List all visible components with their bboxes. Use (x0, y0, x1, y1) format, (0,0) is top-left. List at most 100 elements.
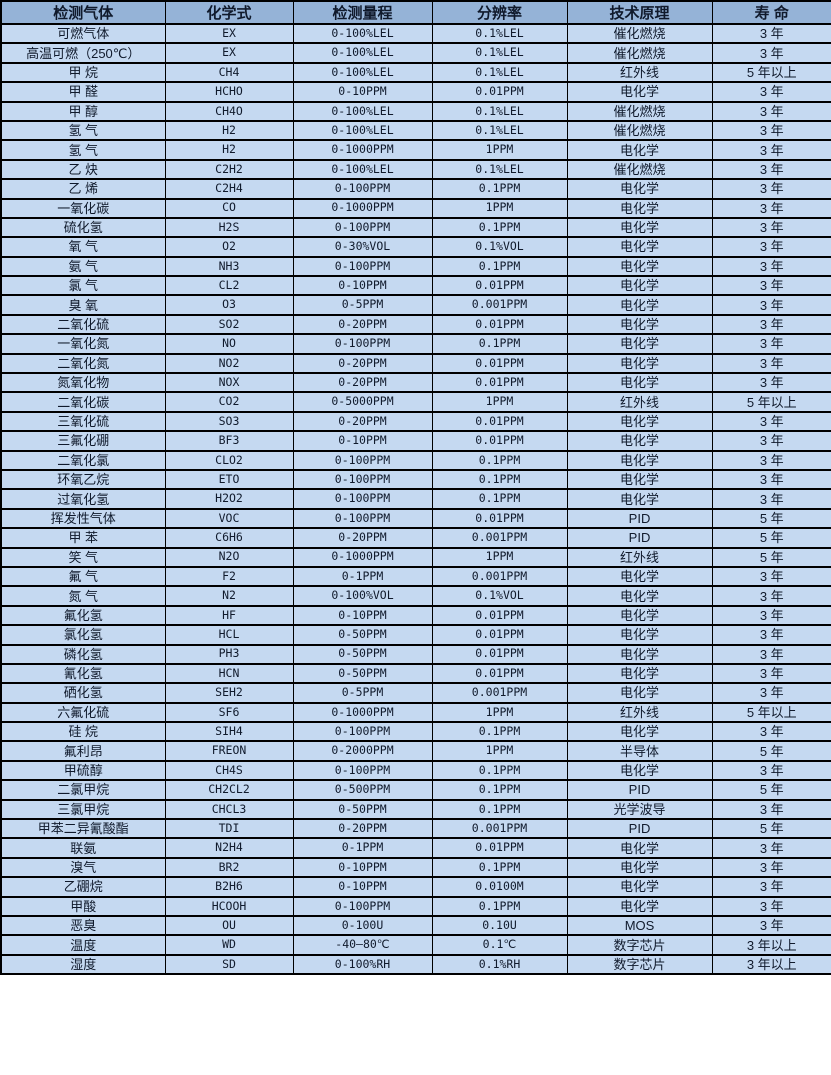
cell-resolution: 0.10U (431, 914, 568, 937)
cell-detected-gas: 氢 气 (0, 139, 166, 161)
cell-detected-gas: 可燃气体 (0, 22, 166, 45)
cell-technology-principle: 电化学 (566, 585, 713, 607)
cell-detection-range: 0-100U (292, 914, 433, 937)
cell-technology-principle: 催化燃烧 (566, 119, 713, 142)
cell-lifespan: 3 年 (711, 798, 831, 821)
cell-technology-principle: 电化学 (566, 643, 713, 665)
cell-lifespan: 3 年 (711, 837, 831, 859)
cell-chemical-formula: NO (164, 333, 294, 355)
cell-detected-gas: 乙 烯 (0, 178, 166, 200)
cell-lifespan: 3 年 (711, 352, 831, 375)
cell-technology-principle: 电化学 (566, 216, 713, 239)
cell-lifespan: 3 年 (711, 643, 831, 665)
cell-detection-range: 0-100%LEL (292, 119, 433, 142)
cell-lifespan: 5 年以上 (711, 701, 831, 724)
cell-resolution: 0.01PPM (431, 837, 568, 859)
cell-chemical-formula: C2H2 (164, 158, 294, 181)
cell-detected-gas: 环氧乙烷 (0, 468, 166, 491)
cell-detection-range: 0-100PPM (292, 333, 433, 355)
table-row: 甲苯二异氰酸酯 TDI 0-20PPM 0.001PPM PID 5 年 (0, 817, 831, 840)
cell-lifespan: 3 年 (711, 468, 831, 491)
cell-detection-range: 0-30%VOL (292, 236, 433, 258)
cell-resolution: 0.01PPM (431, 81, 568, 103)
table-row: 氨 气 NH3 0-100PPM 0.1PPM 电化学 3 年 (0, 255, 831, 278)
cell-lifespan: 5 年 (711, 740, 831, 762)
cell-technology-principle: 电化学 (566, 352, 713, 375)
cell-chemical-formula: FREON (164, 740, 294, 762)
cell-chemical-formula: PH3 (164, 643, 294, 665)
cell-lifespan: 3 年 (711, 178, 831, 200)
cell-chemical-formula: C2H4 (164, 178, 294, 200)
cell-technology-principle: 电化学 (566, 721, 713, 743)
cell-resolution: 1PPM (431, 391, 568, 413)
cell-chemical-formula: N2O (164, 546, 294, 568)
cell-resolution: 0.1PPM (431, 333, 568, 355)
cell-detection-range: 0-1000PPM (292, 197, 433, 219)
cell-lifespan: 5 年 (711, 546, 831, 568)
table-row: 氢 气 H2 0-1000PPM 1PPM 电化学 3 年 (0, 139, 831, 161)
cell-lifespan: 3 年 (711, 565, 831, 588)
cell-detection-range: 0-100PPM (292, 488, 433, 510)
cell-chemical-formula: NOX (164, 372, 294, 394)
cell-resolution: 0.01PPM (431, 372, 568, 394)
cell-technology-principle: 电化学 (566, 876, 713, 898)
table-row: 溴气 BR2 0-10PPM 0.1PPM 电化学 3 年 (0, 856, 831, 879)
cell-detected-gas: 氨 气 (0, 255, 166, 278)
cell-technology-principle: 电化学 (566, 372, 713, 394)
cell-lifespan: 3 年 (711, 895, 831, 917)
table-row: 硒化氢 SEH2 0-5PPM 0.001PPM 电化学 3 年 (0, 682, 831, 704)
cell-detected-gas: 六氟化硫 (0, 701, 166, 724)
cell-lifespan: 3 年以上 (711, 953, 831, 976)
cell-detection-range: 0-100PPM (292, 216, 433, 239)
table-row: 环氧乙烷 ETO 0-100PPM 0.1PPM 电化学 3 年 (0, 468, 831, 491)
cell-detection-range: 0-5PPM (292, 682, 433, 704)
cell-technology-principle: 电化学 (566, 410, 713, 433)
cell-technology-principle: 电化学 (566, 81, 713, 103)
cell-detection-range: 0-100PPM (292, 178, 433, 200)
cell-chemical-formula: SO3 (164, 410, 294, 433)
cell-chemical-formula: CO (164, 197, 294, 219)
cell-lifespan: 3 年 (711, 585, 831, 607)
cell-detection-range: 0-100PPM (292, 507, 433, 530)
cell-chemical-formula: SO2 (164, 313, 294, 336)
cell-detected-gas: 二氧化碳 (0, 391, 166, 413)
cell-technology-principle: 电化学 (566, 313, 713, 336)
cell-chemical-formula: EX (164, 22, 294, 45)
cell-technology-principle: 催化燃烧 (566, 158, 713, 181)
cell-detected-gas: 恶臭 (0, 914, 166, 937)
cell-chemical-formula: CH2CL2 (164, 779, 294, 801)
cell-detected-gas: 氰化氢 (0, 662, 166, 685)
cell-resolution: 0.1PPM (431, 759, 568, 782)
cell-technology-principle: 电化学 (566, 255, 713, 278)
cell-chemical-formula: BR2 (164, 856, 294, 879)
cell-lifespan: 3 年 (711, 275, 831, 297)
cell-chemical-formula: NO2 (164, 352, 294, 375)
cell-resolution: 0.0100M (431, 876, 568, 898)
cell-detection-range: 0-10PPM (292, 876, 433, 898)
table-row: 二氧化氯 CLO2 0-100PPM 0.1PPM 电化学 3 年 (0, 449, 831, 472)
cell-lifespan: 3 年 (711, 100, 831, 122)
cell-detected-gas: 氯 气 (0, 275, 166, 297)
cell-detection-range: 0-50PPM (292, 624, 433, 646)
cell-resolution: 0.1PPM (431, 468, 568, 491)
cell-detection-range: 0-20PPM (292, 352, 433, 375)
cell-technology-principle: 电化学 (566, 139, 713, 161)
cell-detection-range: 0-50PPM (292, 643, 433, 665)
cell-technology-principle: 电化学 (566, 197, 713, 219)
table-row: 甲酸 HCOOH 0-100PPM 0.1PPM 电化学 3 年 (0, 895, 831, 917)
cell-detection-range: 0-20PPM (292, 372, 433, 394)
cell-resolution: 0.1PPM (431, 255, 568, 278)
cell-detected-gas: 二氧化氯 (0, 449, 166, 472)
cell-resolution: 0.1%LEL (431, 22, 568, 45)
cell-lifespan: 3 年 (711, 22, 831, 45)
cell-detected-gas: 氟利昂 (0, 740, 166, 762)
table-row: 过氧化氢 H2O2 0-100PPM 0.1PPM 电化学 3 年 (0, 488, 831, 510)
cell-detection-range: 0-5PPM (292, 294, 433, 316)
cell-chemical-formula: H2 (164, 139, 294, 161)
table-body: 可燃气体 EX 0-100%LEL 0.1%LEL 催化燃烧 3 年高温可燃（250℃） E… (0, 22, 831, 976)
cell-detected-gas: 甲硫醇 (0, 759, 166, 782)
cell-lifespan: 3 年 (711, 914, 831, 937)
cell-technology-principle: MOS (566, 914, 713, 937)
column-header-detected-gas: 检测气体 (0, 0, 166, 25)
